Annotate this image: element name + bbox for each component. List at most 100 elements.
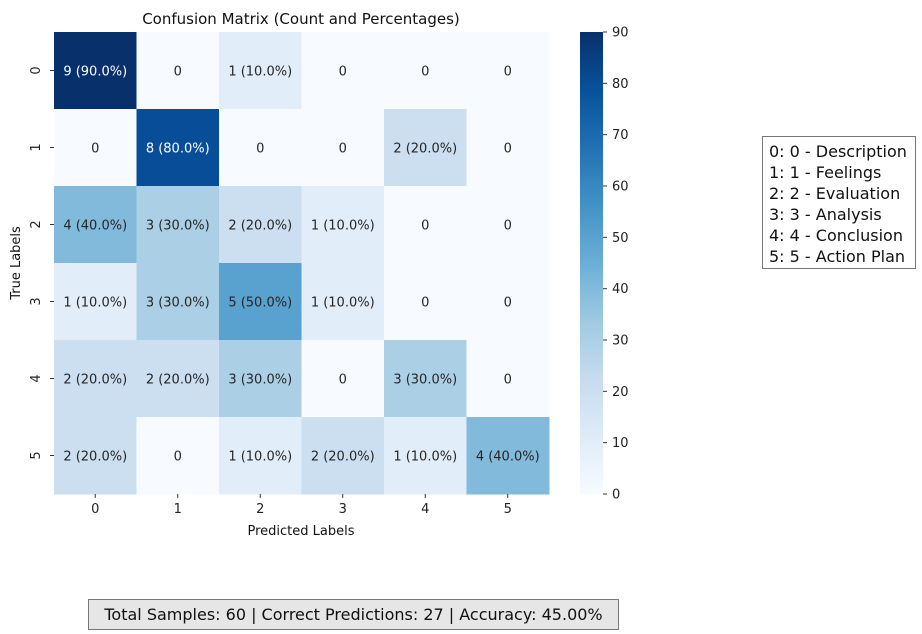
colorbar-tick-label: 80 <box>612 77 629 92</box>
cell-label: 4 (40.0%) <box>63 219 127 234</box>
y-tick-label: 5 <box>29 451 44 459</box>
x-tick-label: 4 <box>421 502 429 517</box>
colorbar-tick-label: 0 <box>612 488 620 503</box>
heatmap-cells: 9 (90.0%) 0 1 (10.0%) 0 0 0 0 8 (80.0%) 0 0 2 (20.… <box>54 32 550 495</box>
heatmap-cell <box>219 417 302 495</box>
heatmap-cell <box>54 263 137 341</box>
heatmap-cell <box>384 263 467 341</box>
cell-label: 0 <box>339 65 347 80</box>
cell-label: 0 <box>504 65 512 80</box>
heatmap-cell <box>301 32 385 110</box>
heatmap-cell <box>301 186 385 264</box>
cell-label: 0 <box>91 142 99 157</box>
heatmap-cell <box>384 32 467 110</box>
colorbar-tick-label: 60 <box>612 180 629 195</box>
cell-label: 1 (10.0%) <box>393 450 457 465</box>
cell-label: 3 (30.0%) <box>393 373 457 388</box>
class-legend: 0: 0 - Description 1: 1 - Feelings 2: 2 … <box>762 136 916 269</box>
heatmap-cell <box>466 263 550 341</box>
cell-label: 0 <box>504 219 512 234</box>
summary-stats: Total Samples: 60 | Correct Predictions:… <box>88 599 619 630</box>
heatmap-cell <box>466 186 550 264</box>
colorbar-tick-label: 20 <box>612 385 629 400</box>
y-tick-label: 2 <box>29 220 44 228</box>
cell-label: 1 (10.0%) <box>228 450 292 465</box>
cell-label: 8 (80.0%) <box>146 142 210 157</box>
legend-entry: 0: 0 - Description <box>769 142 907 161</box>
cell-label: 3 (30.0%) <box>146 296 210 311</box>
cell-label: 1 (10.0%) <box>63 296 127 311</box>
heatmap-cell <box>384 340 467 418</box>
colorbar-tick-label: 10 <box>612 436 629 451</box>
x-tick-label: 0 <box>91 502 99 517</box>
cell-label: 2 (20.0%) <box>63 373 127 388</box>
colorbar-tick-label: 50 <box>612 231 629 246</box>
cell-label: 4 (40.0%) <box>476 450 540 465</box>
x-axis-label: Predicted Labels <box>247 524 354 539</box>
cell-label: 0 <box>174 450 182 465</box>
heatmap-cell <box>384 109 467 187</box>
heatmap-cell <box>219 263 302 341</box>
x-tick-label: 3 <box>339 502 347 517</box>
y-tick-label: 0 <box>29 66 44 74</box>
heatmap-cell <box>466 417 550 495</box>
x-tick-label: 5 <box>504 502 512 517</box>
cell-label: 2 (20.0%) <box>393 142 457 157</box>
heatmap-cell <box>54 32 137 110</box>
legend-entry: 5: 5 - Action Plan <box>769 247 906 266</box>
heatmap-cell <box>54 340 137 418</box>
x-tick-label: 1 <box>174 502 182 517</box>
heatmap-cell <box>301 263 385 341</box>
colorbar <box>580 32 603 494</box>
cell-label: 2 (20.0%) <box>63 450 127 465</box>
cell-label: 0 <box>339 373 347 388</box>
heatmap-cell <box>384 186 467 264</box>
colorbar-tick-label: 40 <box>612 282 629 297</box>
legend-entry: 1: 1 - Feelings <box>769 163 882 182</box>
x-axis: 0 1 2 3 4 5 <box>91 494 512 517</box>
cell-label: 3 (30.0%) <box>228 373 292 388</box>
heatmap-cell <box>219 32 302 110</box>
heatmap-cell <box>466 32 550 110</box>
heatmap-cell <box>466 340 550 418</box>
heatmap-cell <box>136 340 220 418</box>
cell-label: 0 <box>421 219 429 234</box>
heatmap-cell <box>54 109 137 187</box>
cell-label: 1 (10.0%) <box>311 219 375 234</box>
heatmap-cell <box>136 32 220 110</box>
colorbar-tick-label: 30 <box>612 334 629 349</box>
cell-label: 5 (50.0%) <box>228 296 292 311</box>
heatmap-cell <box>54 417 137 495</box>
heatmap-cell <box>466 109 550 187</box>
heatmap-cell <box>219 109 302 187</box>
heatmap-cell <box>219 186 302 264</box>
cell-label: 9 (90.0%) <box>63 65 127 80</box>
heatmap-cell <box>136 417 220 495</box>
cell-label: 2 (20.0%) <box>311 450 375 465</box>
y-axis: 0 1 2 3 4 5 <box>29 66 54 460</box>
heatmap-cell <box>219 340 302 418</box>
colorbar-axis: 0 10 20 30 40 50 60 70 80 90 <box>603 26 629 503</box>
cell-label: 1 (10.0%) <box>228 65 292 80</box>
cell-label: 0 <box>504 142 512 157</box>
y-tick-label: 1 <box>29 143 44 151</box>
cell-label: 0 <box>256 142 264 157</box>
y-axis-label: True Labels <box>9 226 24 301</box>
cell-label: 0 <box>174 65 182 80</box>
colorbar-tick-label: 90 <box>612 26 629 41</box>
legend-entry: 2: 2 - Evaluation <box>769 184 901 203</box>
cell-label: 0 <box>339 142 347 157</box>
heatmap-cell <box>136 186 220 264</box>
chart-title: Confusion Matrix (Count and Percentages) <box>142 10 460 28</box>
x-tick-label: 2 <box>256 502 264 517</box>
cell-label: 0 <box>421 296 429 311</box>
cell-label: 0 <box>421 65 429 80</box>
cell-label: 0 <box>504 373 512 388</box>
heatmap-cell <box>384 417 467 495</box>
cell-label: 2 (20.0%) <box>146 373 210 388</box>
legend-entry: 3: 3 - Analysis <box>769 205 882 224</box>
heatmap-cell <box>136 109 220 187</box>
cell-label: 2 (20.0%) <box>228 219 292 234</box>
y-tick-label: 3 <box>29 297 44 305</box>
